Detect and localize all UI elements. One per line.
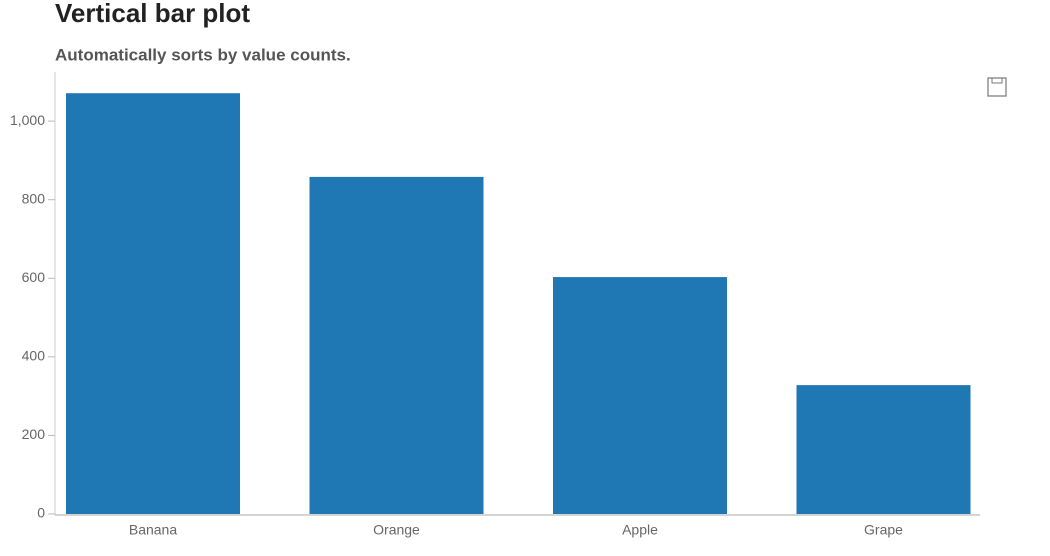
y-tick-label: 800 — [22, 190, 46, 206]
y-tick-label: 600 — [22, 269, 46, 285]
bar — [66, 93, 240, 514]
bar — [553, 277, 727, 514]
chart-title: Vertical bar plot — [55, 0, 250, 28]
bar — [309, 176, 484, 514]
chart-subtitle: Automatically sorts by value counts. — [55, 45, 351, 64]
y-tick-label: 0 — [37, 505, 45, 521]
y-tick-label: 400 — [22, 348, 46, 364]
x-tick-label: Grape — [864, 522, 903, 538]
x-tick-label: Banana — [129, 522, 177, 538]
bar — [796, 385, 971, 514]
x-tick-label: Orange — [373, 522, 420, 538]
save-button[interactable] — [987, 77, 1007, 97]
y-tick-label: 200 — [22, 426, 46, 442]
save-icon[interactable] — [987, 77, 1007, 97]
x-tick-label: Apple — [622, 522, 658, 538]
y-tick-label: 1,000 — [10, 112, 45, 128]
save-icon-slot[interactable] — [991, 77, 1003, 84]
